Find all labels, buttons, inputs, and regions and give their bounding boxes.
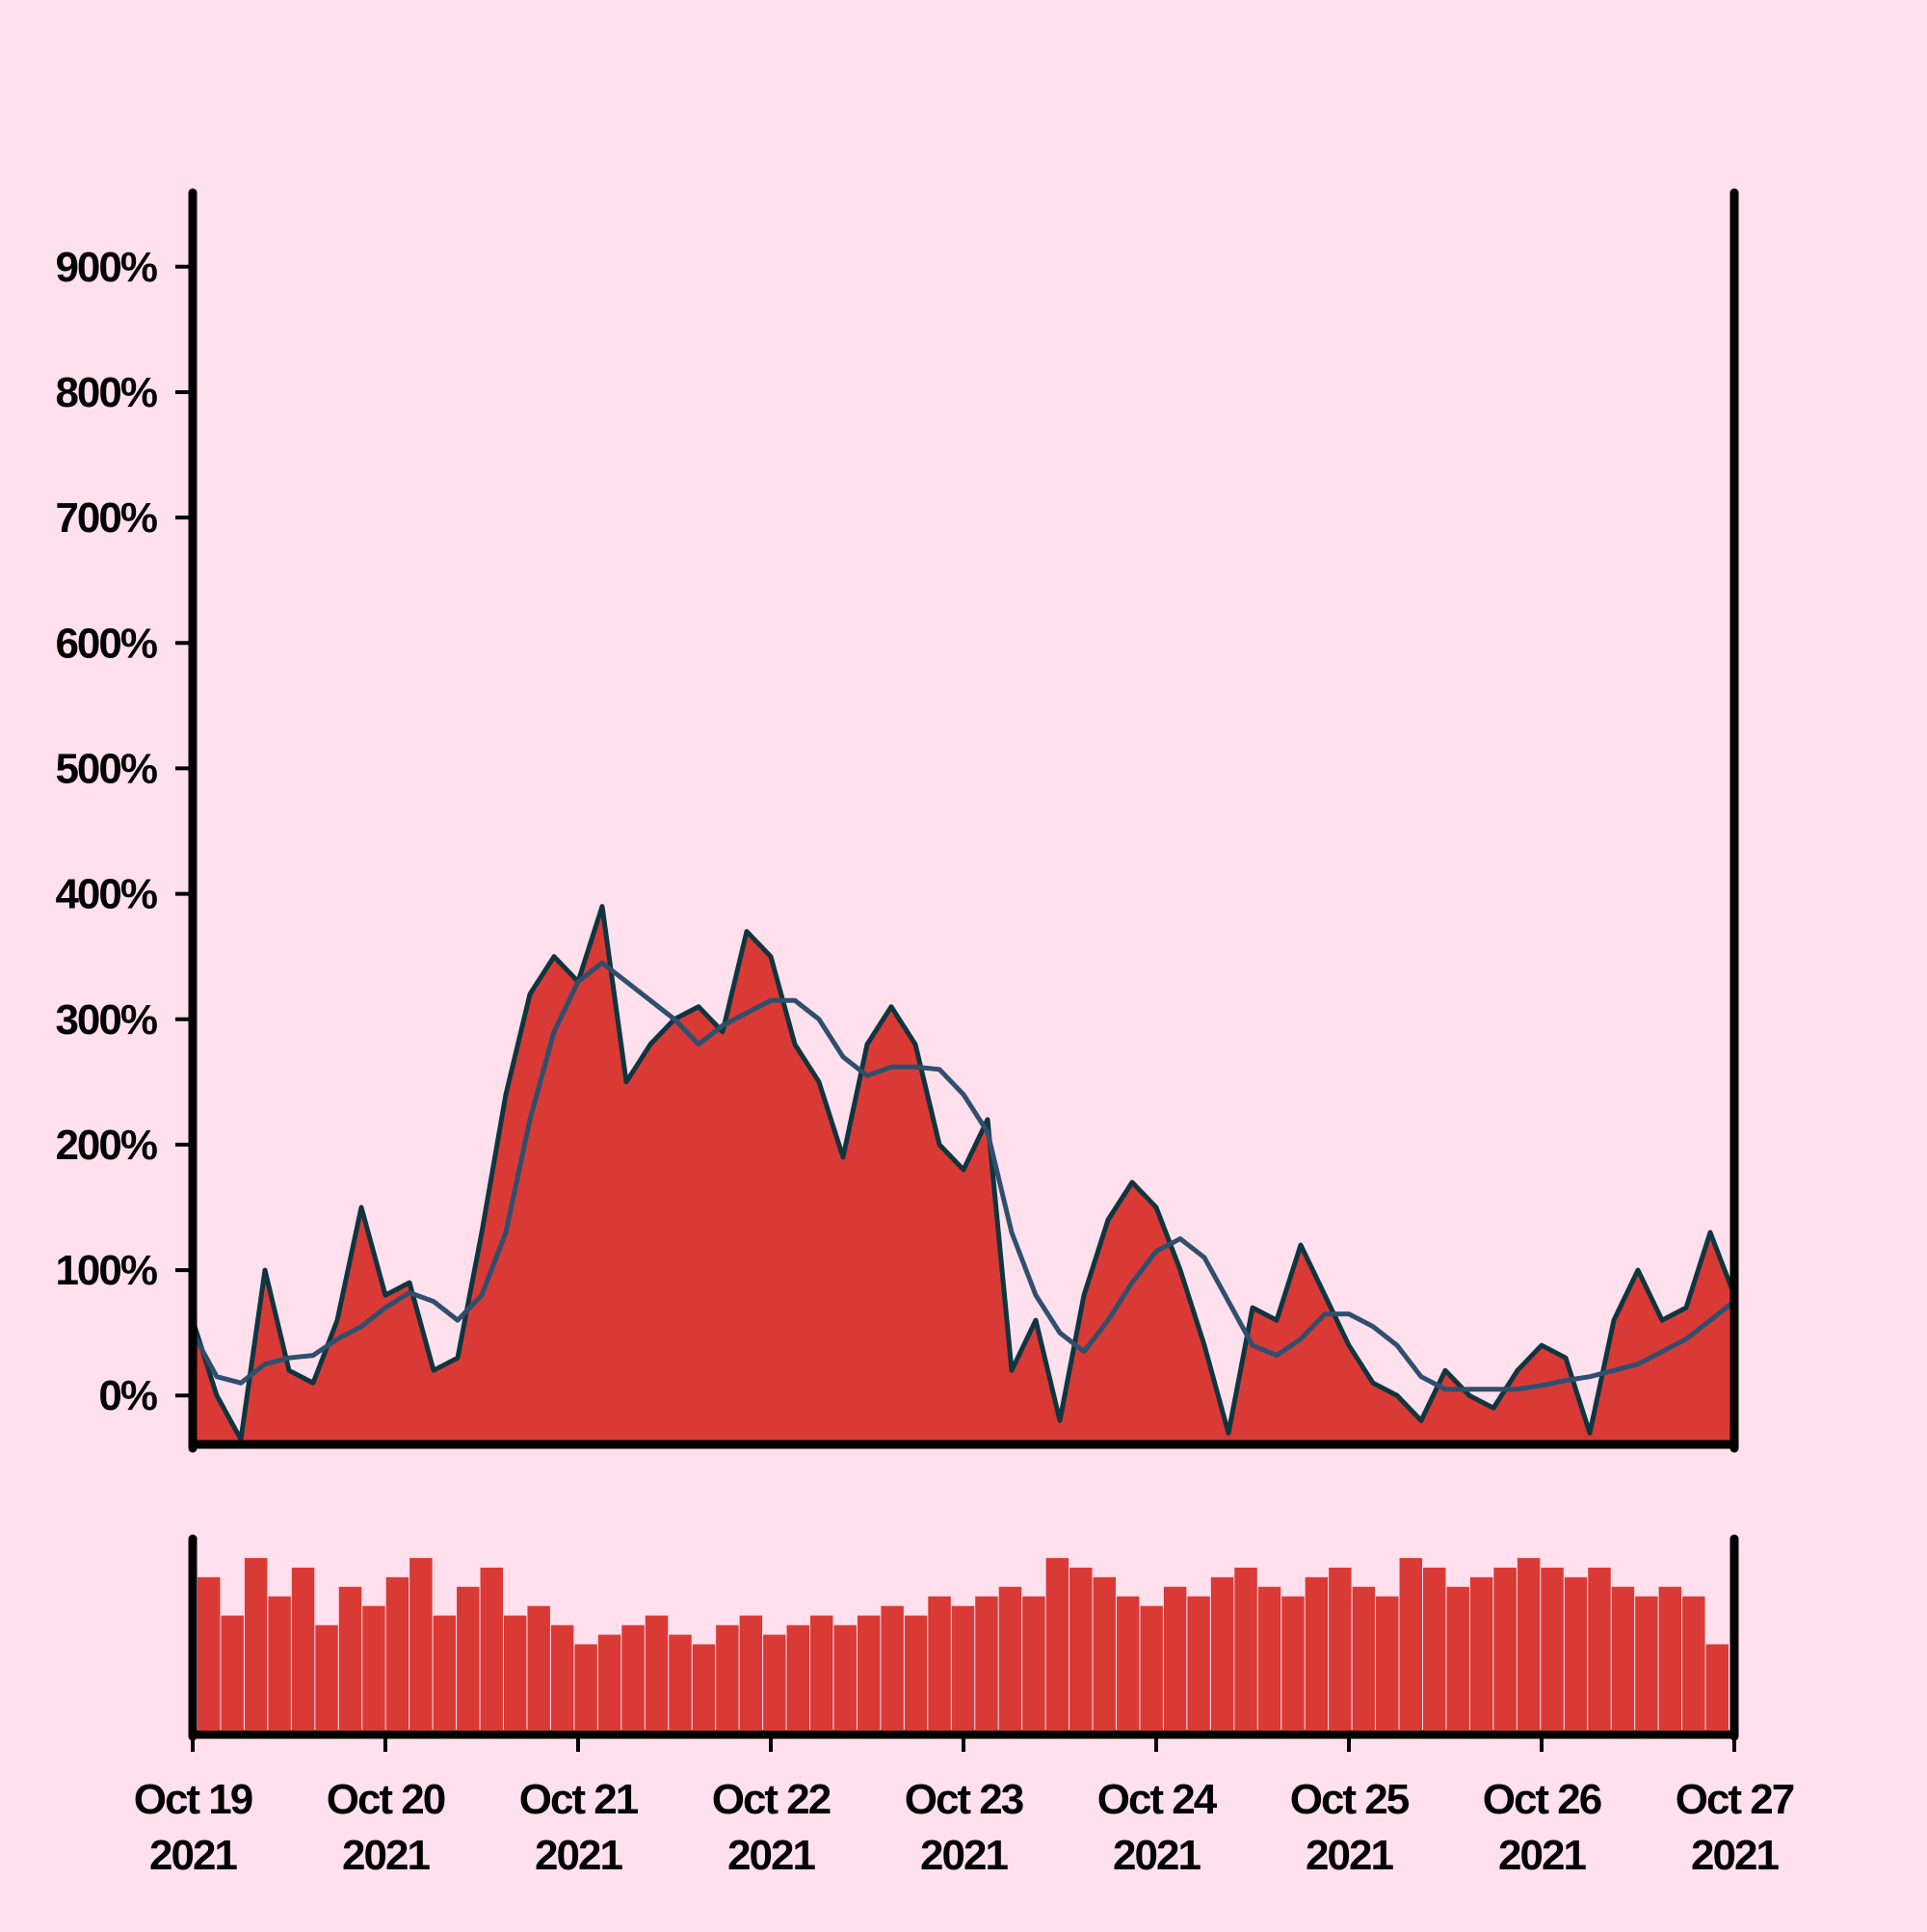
volume-bar (362, 1605, 385, 1731)
volume-bar (763, 1634, 786, 1731)
volume-bar (1069, 1567, 1093, 1731)
volume-bar (1399, 1557, 1422, 1731)
volume-bar (669, 1634, 692, 1731)
volume-bar (1658, 1586, 1682, 1731)
volume-bar (527, 1605, 550, 1731)
y-tick-label: 0% (98, 1372, 156, 1419)
x-tick-label: Oct 21 2021 (519, 1776, 639, 1879)
x-tick-label: Oct 27 2021 (1676, 1776, 1794, 1879)
x-tick-label: Oct 23 2021 (905, 1776, 1023, 1879)
volume-bar (1163, 1586, 1187, 1731)
volume-bar (881, 1605, 904, 1731)
volume-bar (1541, 1567, 1564, 1731)
y-tick-label: 800% (55, 369, 156, 416)
volume-bar (951, 1605, 975, 1731)
volume-bar (480, 1567, 503, 1731)
volume-bar (1564, 1576, 1588, 1731)
area-outline (193, 904, 1734, 1442)
volume-bar (1493, 1567, 1517, 1731)
x-tick-label: Oct 22 2021 (712, 1776, 831, 1879)
volume-bar (574, 1644, 597, 1731)
volume-bar (315, 1625, 338, 1731)
volume-bar (998, 1586, 1022, 1731)
volume-bar (244, 1557, 268, 1731)
volume-bar (550, 1625, 574, 1731)
volume-bar (904, 1615, 928, 1731)
volume-bar (291, 1567, 315, 1731)
volume-bar (1423, 1567, 1446, 1731)
volume-bar (810, 1615, 833, 1731)
volume-bar (1093, 1576, 1116, 1731)
volume-bar (1140, 1605, 1163, 1731)
x-tick-label: Oct 25 2021 (1290, 1776, 1410, 1879)
y-tick-label: 600% (55, 620, 156, 667)
volume-bar (198, 1576, 221, 1731)
volume-bar (1022, 1596, 1045, 1731)
x-tick-label: Oct 20 2021 (327, 1776, 445, 1879)
volume-bar (385, 1576, 409, 1731)
volume-bar (433, 1615, 457, 1731)
volume-bar (1376, 1596, 1399, 1731)
volume-bar (739, 1615, 763, 1731)
volume-bar (1281, 1596, 1305, 1731)
volume-bar (833, 1625, 857, 1731)
volume-bar (1234, 1567, 1257, 1731)
volume-bar (1352, 1586, 1376, 1731)
volume-bar (1635, 1596, 1658, 1731)
volume-bar (1329, 1567, 1352, 1731)
volume-bar (1446, 1586, 1469, 1731)
plot-area (193, 904, 1734, 1444)
volume-bar (597, 1634, 621, 1731)
volume-bar (1187, 1596, 1210, 1731)
volume-bar (1705, 1644, 1729, 1731)
y-tick-label: 500% (55, 745, 156, 792)
volume-bar (1045, 1557, 1069, 1731)
x-tick-label: Oct 24 2021 (1097, 1776, 1218, 1879)
volume-bar (268, 1596, 291, 1731)
y-tick-label: 300% (55, 996, 156, 1044)
x-tick-label: Oct 26 2021 (1483, 1776, 1601, 1879)
volume-bar (716, 1625, 739, 1731)
volume-bar (975, 1596, 998, 1731)
volume-bar (409, 1557, 433, 1731)
volume-bar (221, 1615, 244, 1731)
volume-bar (1611, 1586, 1635, 1731)
y-tick-label: 100% (55, 1247, 156, 1294)
y-tick-label: 400% (55, 871, 156, 918)
volume-bar (1517, 1557, 1541, 1731)
volume-bar (1210, 1576, 1234, 1731)
y-tick-label: 900% (55, 244, 156, 291)
volume-bar (1257, 1586, 1281, 1731)
volume-bar (621, 1625, 645, 1731)
volume-bar (692, 1644, 716, 1731)
volume-bar (1682, 1596, 1705, 1731)
volume-bar (1117, 1596, 1140, 1731)
volume-bar (504, 1615, 527, 1731)
moving-average-line (193, 960, 1734, 1392)
area (193, 906, 1734, 1444)
volume-bar (1305, 1576, 1329, 1731)
volume-bar (338, 1586, 362, 1731)
volume-bar (645, 1615, 669, 1731)
x-tick-label: Oct 19 2021 (134, 1776, 252, 1879)
y-tick-label: 200% (55, 1122, 156, 1169)
volume-bar (457, 1586, 480, 1731)
y-tick-label: 700% (55, 494, 156, 542)
volume-bar (857, 1615, 881, 1731)
volume-bar (1469, 1576, 1493, 1731)
volume-bar (1588, 1567, 1611, 1731)
volume-bar (928, 1596, 951, 1731)
volume-bar (786, 1625, 809, 1731)
